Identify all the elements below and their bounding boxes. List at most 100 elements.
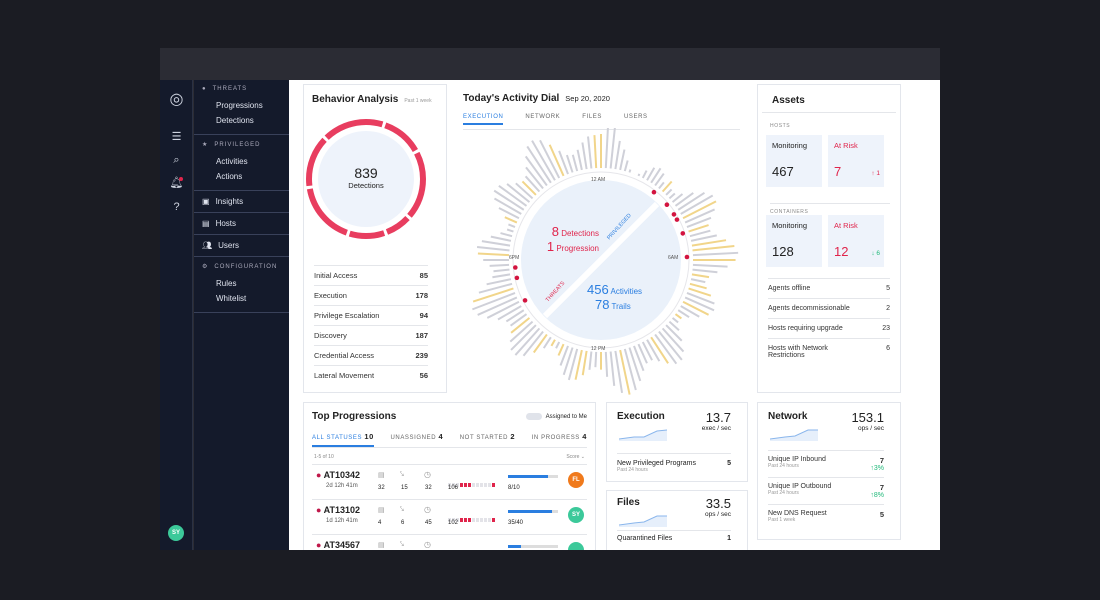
detection-dot[interactable] [651,189,657,195]
progression-row[interactable]: ● AT10342 2d 12h 41m ▤ 32 ⤥ 15 ◷ 32 106 8/1… [312,464,587,499]
detection-dot[interactable] [664,202,670,208]
assets-row[interactable]: Hosts with Network Restrictions 6 [768,338,890,365]
detection-dot[interactable] [514,275,520,281]
activities-count: 456 [587,282,609,297]
quarantined-label: Quarantined Files [617,535,673,542]
activity-tick [477,296,518,316]
tab-label: UNASSIGNED [390,435,437,441]
row-label: Lateral Movement [314,371,375,380]
activity-tick [472,292,516,311]
help-icon[interactable]: ? [173,201,180,213]
tab-not-started[interactable]: NOT STARTED 2 [460,432,515,447]
sidebar-item-progressions[interactable]: Progressions [216,101,263,110]
menu-icon[interactable]: ☰ [171,131,182,143]
search-icon[interactable]: ⌕ [173,154,180,166]
detections-donut [306,119,426,239]
tab-network[interactable]: NETWORK [525,114,561,120]
behavior-row[interactable]: Credential Access 239 [314,345,428,365]
execution-card: Execution 13.7 exec / sec New Privileged … [606,402,748,482]
tile-label: Monitoring [772,141,808,150]
progression-tabs: ALL STATUSES 10 UNASSIGNED 4 NOT STARTED 2… [312,432,587,448]
tab-unassigned[interactable]: UNASSIGNED 4 [390,432,443,447]
score-segments [448,474,496,492]
network-row[interactable]: New DNS Request Past 1 week 5 [768,504,884,528]
sidebar-item-activities[interactable]: Activities [216,157,248,166]
detection-dot[interactable] [671,212,677,217]
row-label: Unique IP Outbound [768,483,832,490]
tab-execution[interactable]: EXECUTION [463,114,504,125]
progress-text: 35/40 [508,520,524,526]
progression-row[interactable]: ● AT13102 1d 12h 41m ▤ 4 ⤥ 6 ◷ 45 102 35/40… [312,499,587,534]
new-privileged-value: 5 [727,460,731,467]
assets-row[interactable]: Hosts requiring upgrade 23 [768,318,890,338]
sidebar-item-rules[interactable]: Rules [216,279,237,288]
detection-dot[interactable] [680,231,686,236]
detection-dot[interactable] [684,254,690,260]
activity-tick [593,135,598,169]
notifications-icon[interactable]: 🔔︎ [169,177,184,189]
progression-row[interactable]: ● AT34567 ▤ ⤥ ◷ [312,534,587,550]
behavior-row[interactable]: Execution 178 [314,285,428,305]
activity-tick [562,347,574,376]
activity-tick [574,349,583,380]
tab-users[interactable]: USERS [623,114,648,120]
sidebar-item-whitelist[interactable]: Whitelist [216,294,247,303]
hosts-monitoring-tile[interactable]: Monitoring 467 [766,135,822,187]
activity-tick [587,136,593,169]
activity-tick [619,349,631,395]
network-row[interactable]: Unique IP Outbound Past 24 hours 7 ↑8% [768,477,884,504]
activity-tick [677,191,705,211]
privileged-header: ★ PRIVILEGED [202,141,261,149]
progression-id: AT10342 [323,470,360,480]
activity-tick [690,278,706,284]
containers-monitoring-tile[interactable]: Monitoring 128 [766,215,822,267]
assigned-toggle[interactable]: Assigned to Me [525,411,587,422]
path-count: 6 [401,520,405,526]
detection-dot[interactable] [674,217,680,222]
behavior-row[interactable]: Lateral Movement 56 [314,365,428,385]
toggle-switch[interactable] [525,413,542,420]
sidebar-item-insights[interactable]: ▣ Insights [202,197,244,206]
hosts-icon: ▤ [378,542,385,549]
assets-row[interactable]: Agents decommissionable 2 [768,298,890,318]
tile-label: At Risk [834,141,858,150]
tab-all-statuses[interactable]: ALL STATUSES 10 [312,432,374,447]
activity-tick [688,287,712,297]
hosts-count: 4 [378,520,382,526]
network-row[interactable]: Unique IP Inbound Past 24 hours 7 ↑3% [768,450,884,477]
assets-row[interactable]: Agents offline 5 [768,278,890,298]
behavior-row[interactable]: Discovery 187 [314,325,428,345]
sidebar-item-detections[interactable]: Detections [216,116,254,125]
assignee-avatar[interactable] [568,542,584,550]
activity-tick [525,166,544,190]
activity-tick [677,309,690,319]
behavior-row[interactable]: Initial Access 85 [314,265,428,285]
detection-dot[interactable] [522,298,528,303]
hosts-risk-tile[interactable]: At Risk 7 ↑ 1 [828,135,884,187]
insights-icon: ▣ [202,197,210,206]
assignee-avatar[interactable]: SY [568,507,584,523]
tab-in-progress[interactable]: IN PROGRESS 4 [532,432,587,447]
tile-label: At Risk [834,221,858,230]
activity-tick [493,189,525,211]
sidebar-item-users[interactable]: 👥︎ Users [202,241,240,250]
sidebar-item-hosts[interactable]: ▤ Hosts [202,219,237,228]
row-value: 6 [886,345,890,352]
activity-tick [524,175,541,193]
activity-tick [668,192,676,200]
sidebar-item-actions[interactable]: Actions [216,172,243,181]
behavior-analysis-card: Behavior Analysis Past 1 week 839 Detecti… [303,84,447,393]
path-count: 15 [401,485,408,491]
row-value: 5 [879,510,884,519]
tab-files[interactable]: FILES [582,114,602,120]
detection-dot[interactable] [513,265,518,270]
assignee-avatar[interactable]: FL [568,472,584,488]
dial-title: Today's Activity Dial [463,93,560,104]
containers-risk-tile[interactable]: At Risk 12 ↓ 6 [828,215,884,267]
activity-tick [661,327,685,353]
tile-label: Monitoring [772,221,808,230]
sort-dropdown[interactable]: Score ⌄ [566,454,585,460]
progress-text: 8/10 [508,485,520,491]
behavior-row[interactable]: Privilege Escalation 94 [314,305,428,325]
user-avatar[interactable]: SY [168,525,184,541]
